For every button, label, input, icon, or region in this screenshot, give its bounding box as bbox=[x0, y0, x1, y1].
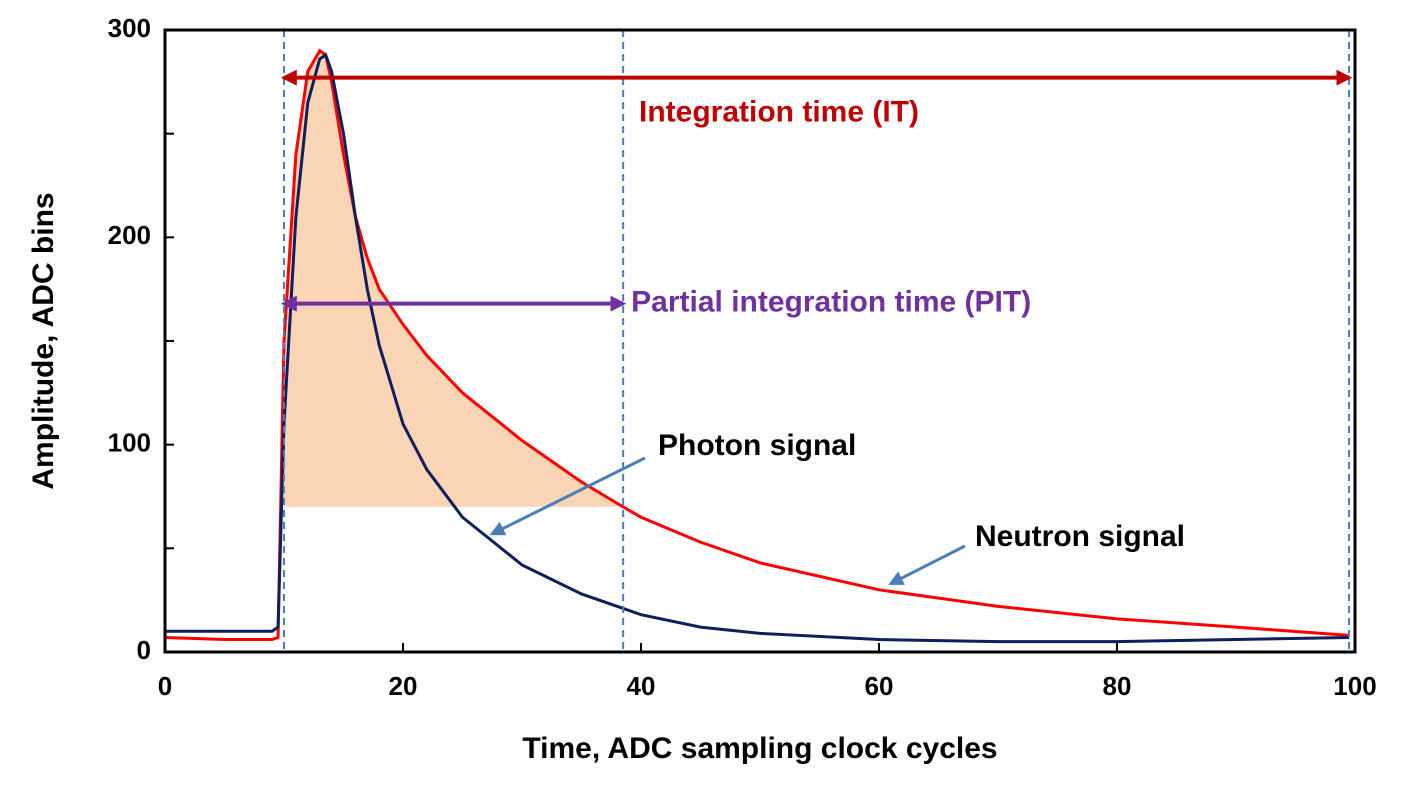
series-label: Photon signal bbox=[658, 429, 856, 462]
y-axis-label: Amplitude, ADC bins bbox=[27, 192, 60, 489]
y-tick-label: 0 bbox=[137, 635, 151, 665]
pointer-arrow bbox=[888, 544, 966, 585]
x-tick-label: 60 bbox=[865, 671, 894, 701]
x-tick-label: 100 bbox=[1333, 671, 1376, 701]
plot-area bbox=[165, 48, 1350, 644]
y-tick-label: 200 bbox=[108, 220, 151, 250]
x-tick-label: 80 bbox=[1103, 671, 1132, 701]
series-line bbox=[165, 52, 1350, 644]
x-tick-label: 0 bbox=[158, 671, 172, 701]
pit-area bbox=[284, 50, 624, 507]
x-tick-label: 40 bbox=[627, 671, 656, 701]
y-tick-label: 100 bbox=[108, 428, 151, 458]
pointer-arrow bbox=[489, 456, 646, 536]
x-axis-label: Time, ADC sampling clock cycles bbox=[522, 732, 997, 765]
y-tick-label: 300 bbox=[108, 13, 151, 43]
span-label: Partial integration time (PIT) bbox=[631, 286, 1031, 319]
span-label: Integration time (IT) bbox=[639, 96, 919, 129]
series-label: Neutron signal bbox=[975, 520, 1185, 553]
x-tick-label: 20 bbox=[389, 671, 418, 701]
